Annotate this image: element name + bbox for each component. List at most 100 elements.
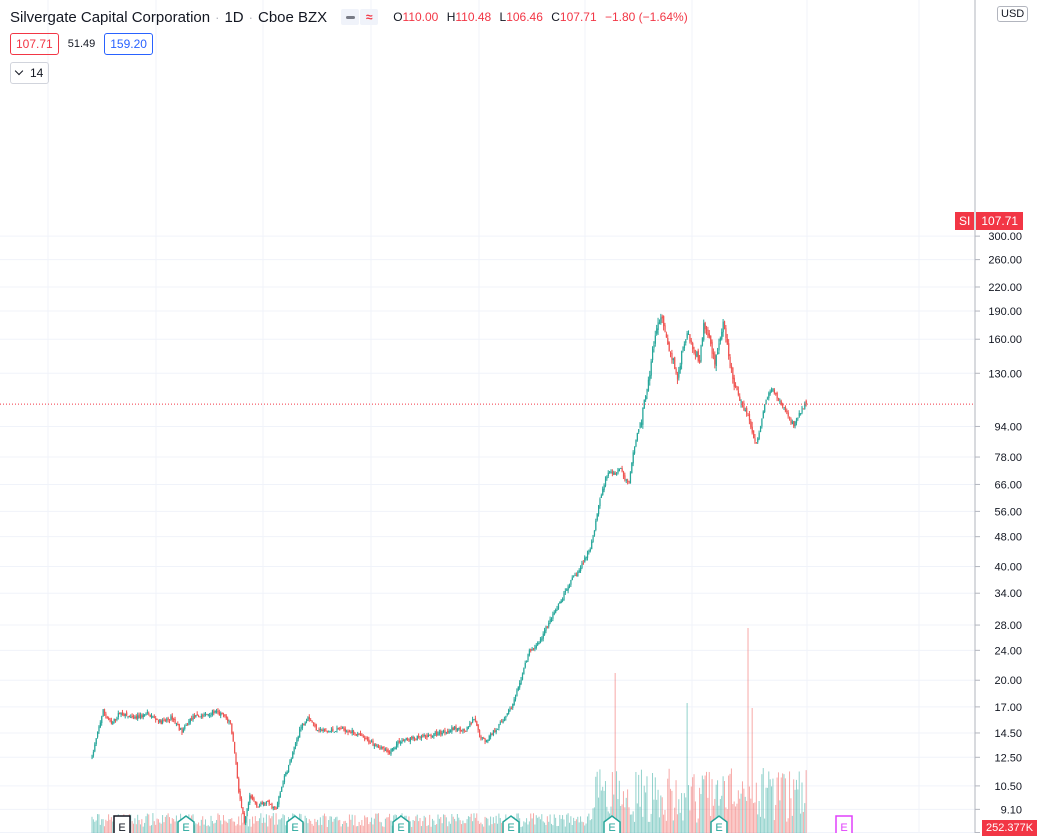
candle-body (285, 773, 287, 777)
candle-body (559, 601, 561, 604)
volume-bar (382, 826, 384, 833)
volume-bar (768, 771, 770, 833)
candle-body (589, 549, 591, 552)
candle-body (793, 421, 795, 427)
candle-body (249, 795, 251, 804)
candle-body (164, 719, 167, 721)
candle-body (362, 736, 364, 738)
candle-body (782, 403, 784, 407)
sell-button[interactable]: 107.71 (10, 33, 59, 55)
candle-body (616, 474, 618, 476)
symbol-name[interactable]: Silvergate Capital Corporation (10, 8, 211, 26)
volume-bar (138, 820, 140, 833)
candle-body (268, 800, 270, 805)
settings-wave-icon[interactable]: ≈ (360, 9, 379, 25)
volume-bar (310, 820, 312, 833)
volume-bar (431, 818, 433, 833)
candle-body (279, 792, 281, 798)
candle-body (245, 816, 247, 823)
volume-bar (242, 822, 244, 833)
candle-body (247, 803, 250, 809)
volume-bar (375, 813, 377, 833)
candle-body (238, 778, 240, 792)
candle-body (580, 567, 582, 572)
volume-bar (371, 817, 373, 833)
candle-body (191, 718, 193, 720)
volume-bar (304, 815, 306, 833)
candle-body (207, 714, 209, 716)
volume-bar (566, 814, 568, 833)
candle-body (366, 737, 369, 740)
volume-bar (427, 825, 429, 833)
volume-bar (452, 816, 454, 833)
volume-bar (653, 799, 655, 833)
volume-bar (663, 814, 665, 833)
candle-body (686, 333, 688, 339)
volume-bar (171, 818, 173, 833)
interval-label[interactable]: 1D (224, 8, 244, 26)
volume-bar (362, 825, 364, 833)
buy-button[interactable]: 159.20 (104, 33, 153, 55)
candle-body (776, 392, 778, 399)
candle-body (228, 721, 230, 723)
candle-body (711, 341, 713, 354)
volume-bar (239, 825, 241, 833)
candle-body (735, 385, 737, 387)
earnings-marker: E (835, 815, 853, 833)
candle-body (550, 619, 553, 621)
candle-body (162, 720, 164, 724)
volume-bar (276, 824, 278, 833)
candle-body (436, 731, 438, 736)
volume-bar (582, 822, 584, 833)
candle-body (672, 358, 674, 361)
price-axis-labels[interactable]: 300.00 260.00 220.00 190.00 160.00 130.00 94.0… (975, 231, 1022, 833)
candle-body (210, 713, 212, 715)
candle-body (170, 716, 172, 721)
candle-body (618, 468, 621, 472)
volume-bar (330, 816, 332, 833)
candle-body (322, 729, 324, 731)
candle-body (326, 730, 328, 732)
volume-bar (581, 821, 583, 833)
volume-bar (532, 813, 534, 833)
candle-body (768, 393, 770, 399)
candle-body (544, 629, 546, 635)
candle-body (156, 718, 158, 720)
candle-body (310, 720, 312, 722)
indicators-toggle[interactable]: 14 (10, 62, 50, 84)
candle-body (98, 726, 100, 732)
candle-body (667, 338, 669, 345)
candle-body (721, 331, 723, 340)
candle-body (487, 739, 489, 742)
candle-body (438, 731, 441, 734)
volume-bar (324, 813, 326, 833)
candle-body (307, 717, 309, 721)
volume-bar (265, 814, 267, 833)
candle-body (108, 718, 110, 720)
currency-button[interactable]: USD (997, 6, 1029, 22)
volume-bar (753, 803, 755, 833)
volume-bar (92, 819, 94, 833)
volume-bar (423, 815, 425, 833)
candle-body (798, 412, 800, 417)
candle-body (733, 377, 735, 387)
candle-body (101, 716, 103, 724)
volume-bar (711, 779, 713, 833)
volume-bar (275, 813, 277, 833)
volume-bar (234, 821, 236, 833)
volume-bar (274, 824, 276, 833)
volume-bars (91, 628, 807, 833)
candle-body (628, 480, 630, 484)
candle-body (645, 396, 647, 401)
volume-bar (344, 820, 346, 833)
candle-body (805, 400, 807, 405)
candle-body (443, 731, 445, 733)
hide-icon[interactable] (341, 9, 360, 25)
volume-bar (372, 824, 374, 833)
candle-body (523, 668, 525, 675)
volume-bar (322, 815, 324, 833)
candle-body (791, 421, 794, 425)
volume-bar (780, 777, 782, 833)
